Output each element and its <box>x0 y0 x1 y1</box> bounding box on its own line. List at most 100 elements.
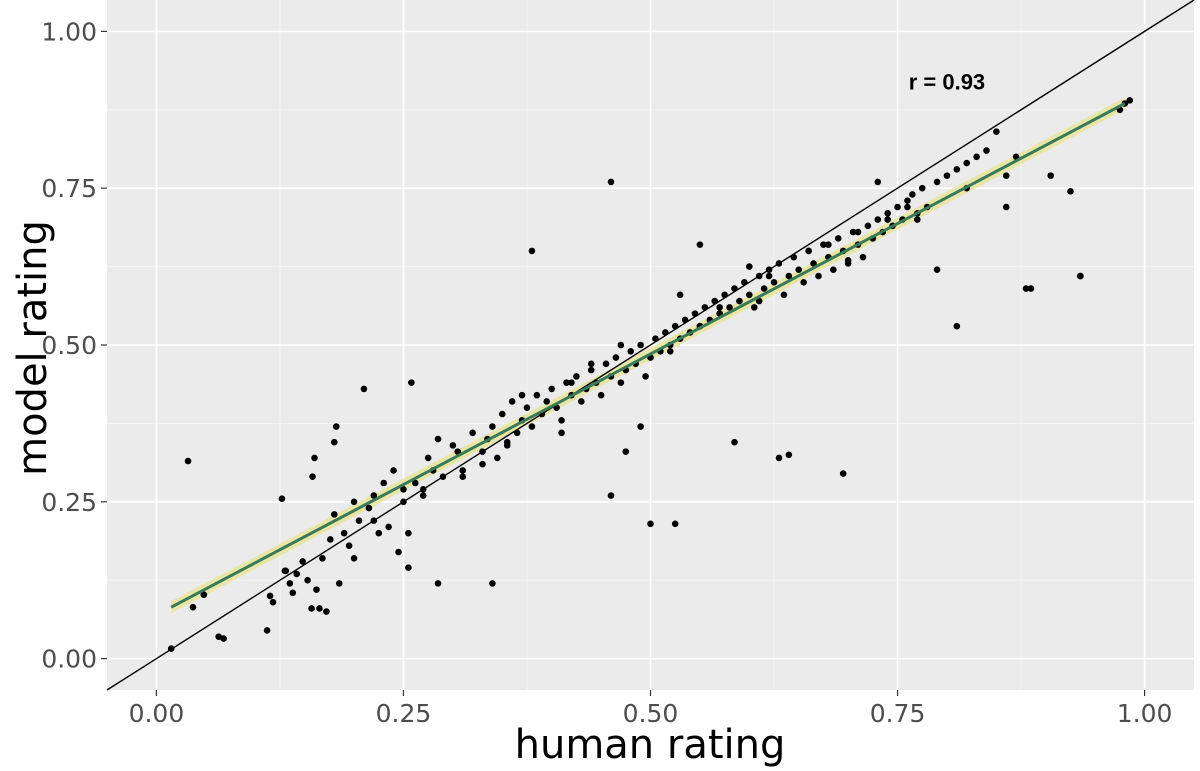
data-point <box>904 197 911 205</box>
data-point <box>627 347 635 355</box>
data-point <box>345 542 353 550</box>
data-point <box>220 635 227 642</box>
x-tick-label: 0.75 <box>870 699 926 728</box>
data-point <box>760 285 768 292</box>
data-point <box>830 266 837 274</box>
data-point <box>642 373 649 380</box>
data-point <box>973 153 980 161</box>
data-point <box>459 467 467 474</box>
data-point <box>785 272 793 280</box>
data-point <box>647 520 654 528</box>
data-point <box>1002 172 1010 179</box>
data-point <box>1002 203 1010 211</box>
data-point <box>528 423 536 430</box>
data-point <box>365 504 373 512</box>
x-tick-label: 1.00 <box>1117 699 1173 728</box>
data-point <box>666 347 674 355</box>
data-point <box>726 304 733 311</box>
data-point <box>918 184 926 192</box>
data-point <box>405 564 412 571</box>
data-point <box>424 454 432 462</box>
data-point <box>844 257 852 264</box>
data-point <box>330 438 338 446</box>
data-point <box>800 278 807 286</box>
data-point <box>612 354 620 361</box>
data-point <box>1022 285 1030 292</box>
data-point <box>528 247 536 255</box>
y-axis-ticks: 0.00 0.25 0.50 0.75 1.00 <box>41 17 107 674</box>
data-point <box>993 128 1000 136</box>
data-point <box>904 203 911 211</box>
data-point <box>313 586 320 593</box>
data-point <box>834 235 842 242</box>
data-point <box>489 423 496 430</box>
data-point <box>617 341 625 349</box>
data-point <box>750 304 758 311</box>
data-point <box>489 580 496 587</box>
data-point <box>825 241 832 248</box>
data-point <box>459 473 467 481</box>
data-point <box>289 589 297 597</box>
data-point <box>637 341 644 349</box>
data-point <box>469 429 476 437</box>
data-point <box>933 266 941 274</box>
data-point <box>340 529 348 537</box>
data-point <box>309 473 316 481</box>
data-point <box>278 495 286 502</box>
x-axis-title: human rating <box>515 722 786 768</box>
x-axis-ticks: 0.00 0.25 0.50 0.75 1.00 <box>129 690 1173 728</box>
data-point <box>746 291 753 299</box>
data-point <box>696 241 704 248</box>
y-tick-label: 0.00 <box>41 645 97 674</box>
data-point <box>839 470 847 477</box>
data-point <box>943 172 951 179</box>
data-point <box>785 451 793 459</box>
data-point <box>637 423 644 430</box>
data-point <box>933 178 941 186</box>
data-point <box>330 511 338 518</box>
data-point <box>319 554 326 562</box>
data-point <box>563 379 570 386</box>
data-point <box>311 454 318 462</box>
data-point <box>854 228 862 236</box>
correlation-annotation: r = 0.93 <box>909 70 985 95</box>
data-point <box>479 460 486 468</box>
data-point <box>622 448 630 455</box>
data-point <box>578 398 585 405</box>
data-point <box>263 627 271 634</box>
data-point <box>775 454 783 462</box>
data-point <box>671 520 679 528</box>
data-point <box>400 485 407 493</box>
y-tick-label: 0.75 <box>41 174 97 203</box>
x-tick-label: 0.00 <box>129 699 185 728</box>
y-tick-label: 0.50 <box>41 331 97 360</box>
data-point <box>597 391 605 399</box>
data-point <box>1027 285 1035 292</box>
data-point <box>286 580 294 587</box>
data-point <box>281 567 289 575</box>
data-point <box>780 291 788 299</box>
identity-line <box>106 0 1195 691</box>
data-point <box>587 366 595 374</box>
data-point <box>323 608 330 615</box>
data-point <box>405 529 412 537</box>
data-point <box>434 580 442 587</box>
data-point <box>805 247 812 255</box>
data-point <box>1067 188 1074 195</box>
data-point <box>963 159 971 167</box>
data-point <box>953 166 961 173</box>
data-point <box>810 260 817 267</box>
data-point <box>815 272 822 280</box>
data-point <box>731 438 738 446</box>
data-point <box>770 278 778 286</box>
data-point <box>746 263 753 270</box>
data-point <box>884 216 891 223</box>
data-point <box>795 266 803 274</box>
x-tick-label: 0.25 <box>376 699 432 728</box>
data-point <box>849 228 857 236</box>
data-point <box>390 467 397 474</box>
x-tick-label: 0.50 <box>623 699 679 728</box>
data-point <box>503 438 511 446</box>
data-point <box>558 429 565 437</box>
data-point <box>508 398 516 405</box>
